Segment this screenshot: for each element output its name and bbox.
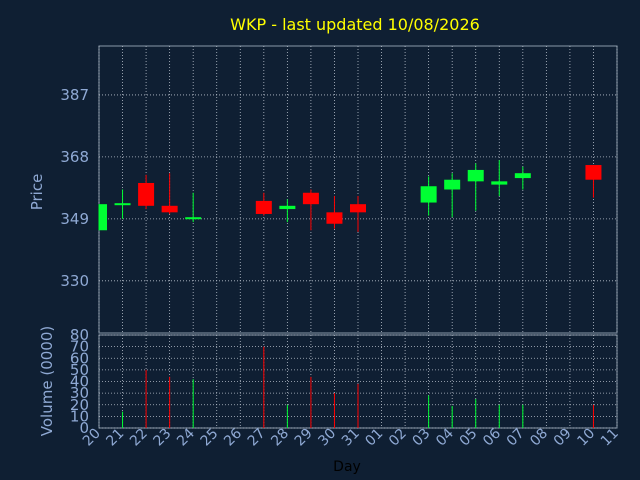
x-tick-label: 04 xyxy=(433,425,457,449)
price-axis-label: Price xyxy=(28,174,46,211)
volume-tick-label: 20 xyxy=(70,396,89,414)
x-tick-label: 26 xyxy=(221,425,245,449)
x-tick-label: 01 xyxy=(362,426,386,450)
x-tick-label: 10 xyxy=(574,426,598,450)
x-tick-label: 23 xyxy=(151,426,175,450)
candle-body xyxy=(99,204,107,231)
x-tick-label: 07 xyxy=(504,426,528,450)
x-tick-label: 05 xyxy=(457,426,481,450)
price-tick-label: 368 xyxy=(60,148,89,166)
volume-tick-label: 30 xyxy=(70,384,89,402)
volume-tick-label: 40 xyxy=(70,373,89,391)
candle-body xyxy=(514,173,531,179)
x-tick-label: 27 xyxy=(245,426,269,450)
x-tick-label: 11 xyxy=(598,426,622,450)
x-tick-label: 30 xyxy=(315,426,339,450)
x-tick-label: 25 xyxy=(198,426,222,450)
x-tick-label: 21 xyxy=(103,426,127,450)
volume-tick-label: 0 xyxy=(79,419,89,437)
x-tick-label: 22 xyxy=(127,426,151,450)
price-tick-label: 330 xyxy=(60,272,89,290)
candle-body xyxy=(420,186,437,203)
candle-body xyxy=(444,179,461,190)
candle-body xyxy=(467,169,484,182)
volume-axis-label: Volume (0000) xyxy=(38,326,56,436)
candle-body xyxy=(138,182,155,206)
volume-tick-label: 70 xyxy=(70,338,89,356)
candle-body xyxy=(114,203,131,206)
x-tick-label: 31 xyxy=(339,426,363,450)
candle-body xyxy=(491,181,508,185)
x-tick-label: 09 xyxy=(551,426,575,450)
price-panel: 330 349 368 387 xyxy=(60,45,618,334)
x-tick-label: 03 xyxy=(410,426,434,450)
candle-body xyxy=(302,192,319,205)
candle-body xyxy=(161,205,178,213)
volume-tick-label: 80 xyxy=(70,326,89,344)
chart-title: WKP - last updated 10/08/2026 xyxy=(230,15,480,34)
candle-body xyxy=(350,204,366,213)
x-tick-label: 06 xyxy=(480,425,504,449)
candle-body xyxy=(255,200,272,214)
x-axis-label: Day xyxy=(333,459,361,475)
candle-body xyxy=(185,217,202,220)
candle-body xyxy=(279,205,296,210)
candle-body xyxy=(585,165,602,180)
x-tick-label: 28 xyxy=(268,426,292,450)
volume-tick-label: 50 xyxy=(70,361,89,379)
x-tick-label: 02 xyxy=(386,426,410,450)
x-tick-label: 08 xyxy=(527,426,551,450)
candle-body xyxy=(326,212,343,224)
price-tick-label: 349 xyxy=(60,210,89,228)
x-tick-label: 24 xyxy=(174,425,198,449)
volume-tick-label: 10 xyxy=(70,407,89,425)
volume-tick-label: 60 xyxy=(70,349,89,367)
price-tick-label: 387 xyxy=(60,86,89,104)
x-tick-label: 29 xyxy=(292,426,316,450)
